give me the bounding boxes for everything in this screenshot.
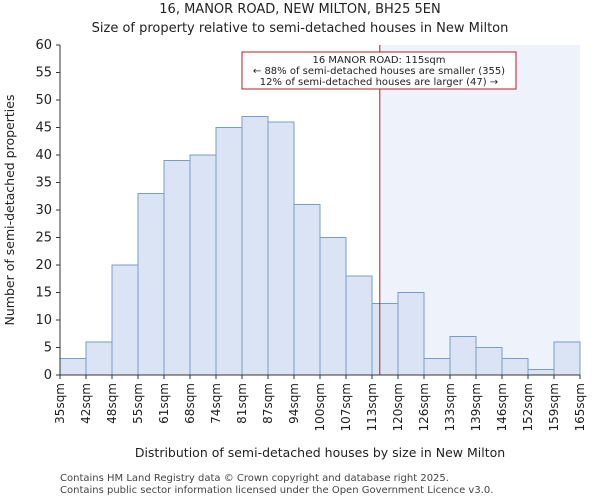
y-tick-label: 5: [44, 341, 52, 356]
x-tick-label: 159sqm: [547, 383, 561, 431]
bar: [111, 264, 139, 376]
x-tick-label: 165sqm: [573, 383, 587, 431]
y-tick-label: 40: [35, 148, 52, 163]
bar: [319, 237, 347, 376]
y-tick-label: 20: [35, 258, 52, 273]
bar: [475, 347, 503, 376]
bar: [553, 341, 581, 376]
y-tick-label: 45: [35, 121, 52, 136]
y-tick-label: 35: [35, 176, 52, 191]
bar: [163, 160, 191, 376]
y-tick-label: 10: [35, 313, 52, 328]
annotation-line-3: 12% of semi-detached houses are larger (…: [260, 77, 498, 88]
annotation-line-1: 16 MANOR ROAD: 115sqm: [313, 55, 446, 66]
bar: [501, 358, 529, 376]
y-tick-label: 25: [35, 231, 52, 246]
x-tick-label: 68sqm: [183, 383, 197, 424]
bar: [527, 369, 555, 376]
x-tick-label: 55sqm: [131, 383, 145, 424]
x-tick-label: 74sqm: [209, 383, 223, 424]
x-tick-label: 94sqm: [287, 383, 301, 424]
bar: [137, 193, 165, 376]
x-tick-label: 35sqm: [53, 383, 67, 424]
chart-title: 16, MANOR ROAD, NEW MILTON, BH25 5EN: [159, 2, 441, 17]
footer-line-2: Contains public sector information licen…: [60, 485, 494, 496]
y-tick-label: 30: [35, 203, 52, 218]
bar: [345, 275, 373, 376]
bar: [189, 154, 217, 376]
bar: [267, 121, 295, 376]
x-tick-label: 113sqm: [365, 383, 379, 431]
bar: [397, 292, 425, 376]
x-tick-label: 81sqm: [235, 383, 249, 424]
chart-subtitle: Size of property relative to semi-detach…: [91, 21, 509, 36]
x-tick-label: 48sqm: [105, 383, 119, 424]
y-tick-label: 50: [35, 93, 52, 108]
x-tick-label: 61sqm: [157, 383, 171, 424]
y-tick-label: 0: [44, 368, 52, 383]
x-tick-label: 146sqm: [495, 383, 509, 431]
annotation-line-2: ← 88% of semi-detached houses are smalle…: [253, 66, 505, 77]
y-tick-label: 15: [35, 286, 52, 301]
y-tick-label: 60: [35, 38, 52, 53]
annotation-box: [241, 51, 517, 90]
bar: [241, 116, 269, 376]
bar: [371, 303, 399, 376]
bar: [59, 358, 87, 376]
bar: [85, 341, 113, 376]
x-tick-label: 107sqm: [339, 383, 353, 431]
bar: [215, 127, 243, 376]
x-tick-label: 139sqm: [469, 383, 483, 431]
x-tick-label: 42sqm: [79, 383, 93, 424]
x-tick-label: 120sqm: [391, 383, 405, 431]
y-axis-title: Number of semi-detached properties: [2, 95, 17, 326]
bar: [293, 204, 321, 376]
footer-line-1: Contains HM Land Registry data © Crown c…: [60, 473, 449, 484]
x-tick-label: 100sqm: [313, 383, 327, 431]
y-tick-label: 55: [35, 66, 52, 81]
x-axis-title: Distribution of semi-detached houses by …: [135, 445, 505, 460]
x-tick-label: 126sqm: [417, 383, 431, 431]
x-tick-label: 87sqm: [261, 383, 275, 424]
x-tick-label: 152sqm: [521, 383, 535, 431]
bar: [423, 358, 451, 376]
x-tick-label: 133sqm: [443, 383, 457, 431]
bar: [449, 336, 477, 376]
